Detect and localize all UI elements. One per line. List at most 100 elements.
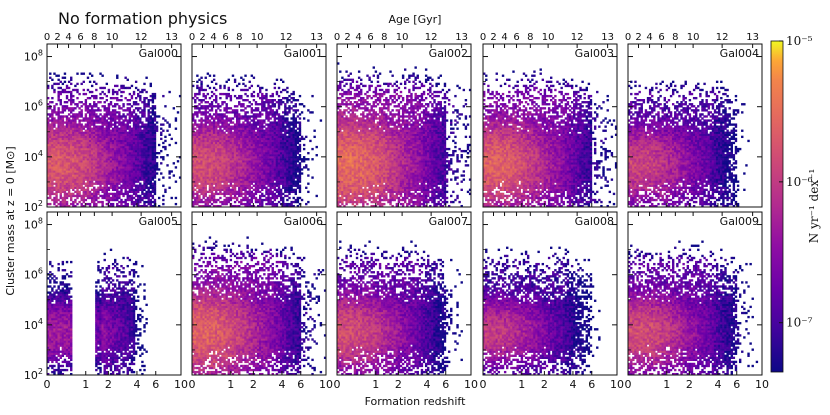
heatmap-cell <box>70 107 72 109</box>
heatmap-cell <box>68 109 70 111</box>
heatmap-cell <box>81 195 83 197</box>
heatmap-cell <box>116 121 118 123</box>
heatmap-cell <box>101 117 103 119</box>
heatmap-cell <box>85 178 87 180</box>
heatmap-cell <box>120 172 122 174</box>
heatmap-cell <box>81 109 83 111</box>
heatmap-cell <box>131 105 133 107</box>
heatmap-cell <box>112 146 114 148</box>
heatmap-cell <box>122 172 124 174</box>
heatmap-cell <box>104 134 106 136</box>
heatmap-cell <box>83 132 85 134</box>
heatmap-cell <box>150 164 152 166</box>
heatmap-cell <box>112 142 114 144</box>
heatmap-cell <box>141 115 143 117</box>
heatmap-cell <box>145 156 147 158</box>
heatmap-cell <box>49 152 51 154</box>
heatmap-cell <box>156 121 158 123</box>
heatmap-cell <box>116 150 118 152</box>
heatmap-cell <box>81 148 83 150</box>
heatmap-cell <box>122 146 124 148</box>
heatmap-cell <box>124 148 126 150</box>
heatmap-cell <box>143 185 145 187</box>
heatmap-cell <box>91 123 93 125</box>
heatmap-cell <box>110 136 112 138</box>
heatmap-cell <box>131 195 133 197</box>
heatmap-cell <box>120 123 122 125</box>
figure: No formation physics Age [Gyr] Formation… <box>0 0 830 415</box>
heatmap-cell <box>137 119 139 121</box>
heatmap-cell <box>97 166 99 168</box>
heatmap-cell <box>87 111 89 113</box>
heatmap-cell <box>62 138 64 140</box>
heatmap-cell <box>68 168 70 170</box>
heatmap-cell <box>87 136 89 138</box>
heatmap-cell <box>85 148 87 150</box>
heatmap-cell <box>135 115 137 117</box>
heatmap-cell <box>57 115 59 117</box>
heatmap-cell <box>116 185 118 187</box>
heatmap-cell <box>60 93 62 95</box>
heatmap-cell <box>49 170 51 172</box>
heatmap-cell <box>116 166 118 168</box>
heatmap-cell <box>66 134 68 136</box>
heatmap-cell <box>166 121 168 123</box>
heatmap-cell <box>93 81 95 83</box>
heatmap-cell <box>173 174 175 176</box>
heatmap-cell <box>91 148 93 150</box>
heatmap-cell <box>60 195 62 197</box>
heatmap-cell <box>104 154 106 156</box>
heatmap-cell <box>133 178 135 180</box>
heatmap-cell <box>64 168 66 170</box>
heatmap-cell <box>101 115 103 117</box>
heatmap-cell <box>137 176 139 178</box>
heatmap-cell <box>137 136 139 138</box>
heatmap-cell <box>95 152 97 154</box>
heatmap-cell <box>68 146 70 148</box>
heatmap-cell <box>141 166 143 168</box>
heatmap-cell <box>72 130 74 132</box>
heatmap-cell <box>124 185 126 187</box>
heatmap-cell <box>72 183 74 185</box>
heatmap-cell <box>114 162 116 164</box>
heatmap-cell <box>68 128 70 130</box>
heatmap-cell <box>53 91 55 93</box>
heatmap-cell <box>95 183 97 185</box>
heatmap-cell <box>148 199 150 201</box>
heatmap-cell <box>78 101 80 103</box>
heatmap-cell <box>104 105 106 107</box>
heatmap-cell <box>124 154 126 156</box>
heatmap-cell <box>148 142 150 144</box>
heatmap-cell <box>51 193 53 195</box>
heatmap-cell <box>116 187 118 189</box>
heatmap-cell <box>64 172 66 174</box>
heatmap-cell <box>145 138 147 140</box>
heatmap-cell <box>62 89 64 91</box>
heatmap-cell <box>152 189 154 191</box>
heatmap-cell <box>108 142 110 144</box>
heatmap-cell <box>124 134 126 136</box>
heatmap-cell <box>129 181 131 183</box>
heatmap-cell <box>135 166 137 168</box>
heatmap-cell <box>133 176 135 178</box>
heatmap-cell <box>133 111 135 113</box>
heatmap-cell <box>60 168 62 170</box>
heatmap-cell <box>141 174 143 176</box>
heatmap-cell <box>129 154 131 156</box>
heatmap-cell <box>108 197 110 199</box>
heatmap-cell <box>148 140 150 142</box>
heatmap-cell <box>139 119 141 121</box>
heatmap-cell <box>133 191 135 193</box>
heatmap-cell <box>95 128 97 130</box>
heatmap-cell <box>51 199 53 201</box>
heatmap-cell <box>51 158 53 160</box>
heatmap-cell <box>162 199 164 201</box>
heatmap-cell <box>49 126 51 128</box>
heatmap-cell <box>116 126 118 128</box>
heatmap-cell <box>152 178 154 180</box>
heatmap-cell <box>148 111 150 113</box>
heatmap-cell <box>72 89 74 91</box>
heatmap-cell <box>76 183 78 185</box>
heatmap-cell <box>93 111 95 113</box>
heatmap-cell <box>114 128 116 130</box>
